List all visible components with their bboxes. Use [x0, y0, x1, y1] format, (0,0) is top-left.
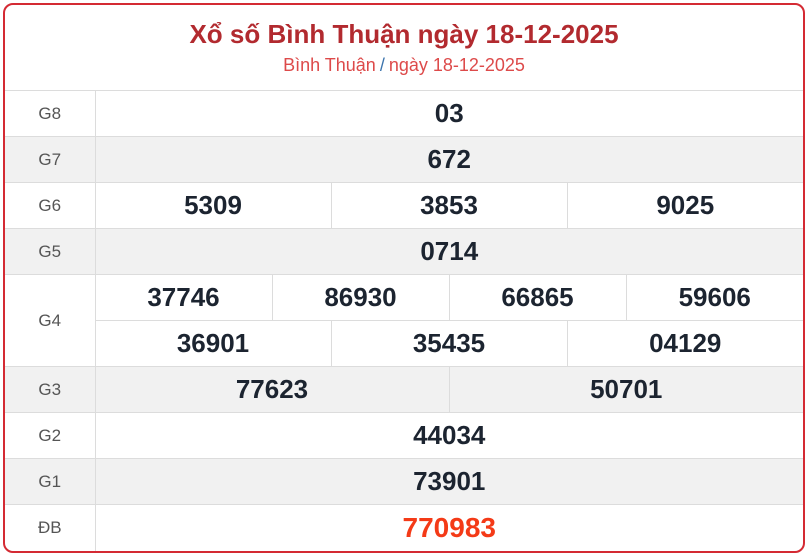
prize-number: 04129	[566, 320, 803, 367]
prize-number: 9025	[566, 182, 803, 229]
table-row-g4-first: G4 37746 86930 66865 59606	[5, 274, 803, 367]
prize-label-g3: G3	[5, 366, 96, 413]
table-row-g6: G6 5309 3853 9025	[5, 182, 803, 229]
prize-number: 0714	[94, 228, 803, 275]
table-row-g4-second: 36901 35435 04129	[5, 320, 803, 367]
prize-number: 35435	[330, 320, 568, 367]
results-table: G8 03 G7 672 G6 5309 3853 9025 G5 0714 G…	[5, 90, 803, 551]
prize-label-g2: G2	[5, 412, 96, 459]
prize-number: 37746	[94, 274, 273, 321]
table-row-g1: G1 73901	[5, 458, 803, 505]
header: Xổ số Bình Thuận ngày 18-12-2025 Bình Th…	[5, 5, 803, 90]
prize-number: 03	[94, 90, 803, 137]
prize-label-g5: G5	[5, 228, 96, 275]
prize-number: 672	[94, 136, 803, 183]
prize-number: 59606	[625, 274, 803, 321]
prize-number: 5309	[94, 182, 332, 229]
prize-label-db: ĐB	[5, 504, 96, 551]
prize-label-g4: G4	[5, 274, 96, 367]
table-row-g2: G2 44034	[5, 412, 803, 459]
prize-label-g7: G7	[5, 136, 96, 183]
table-row-g5: G5 0714	[5, 228, 803, 275]
breadcrumb-province-link[interactable]: Bình Thuận	[283, 55, 376, 76]
lottery-result-card: Xổ số Bình Thuận ngày 18-12-2025 Bình Th…	[3, 3, 805, 553]
table-row-g7: G7 672	[5, 136, 803, 183]
prize-label-g6: G6	[5, 182, 96, 229]
prize-number: 86930	[271, 274, 450, 321]
page-title: Xổ số Bình Thuận ngày 18-12-2025	[189, 19, 619, 49]
prize-number: 66865	[448, 274, 627, 321]
special-prize-number: 770983	[94, 504, 803, 551]
prize-number: 50701	[448, 366, 803, 413]
breadcrumb-date-link[interactable]: ngày 18-12-2025	[388, 55, 525, 76]
table-row-db: ĐB 770983	[5, 504, 803, 551]
prize-number: 77623	[94, 366, 450, 413]
table-row-g8: G8 03	[5, 90, 803, 137]
prize-number: 73901	[94, 458, 803, 505]
prize-label-g1: G1	[5, 458, 96, 505]
prize-number: 3853	[330, 182, 568, 229]
prize-number: 36901	[95, 320, 332, 367]
breadcrumb: Bình Thuận / ngày 18-12-2025	[5, 55, 803, 76]
table-row-g3: G3 77623 50701	[5, 366, 803, 413]
prize-label-g8: G8	[5, 90, 96, 137]
prize-number: 44034	[94, 412, 803, 459]
breadcrumb-separator: /	[379, 55, 385, 76]
